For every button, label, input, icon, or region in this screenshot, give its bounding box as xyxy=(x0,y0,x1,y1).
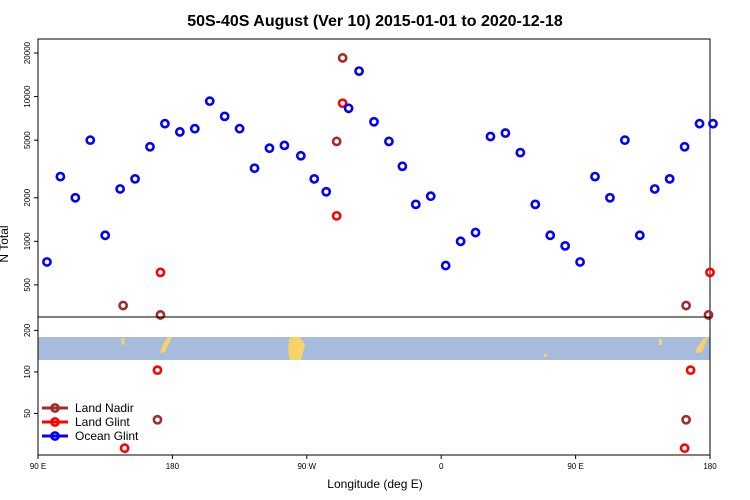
land-glint-point xyxy=(337,98,348,109)
ocean-glint-point xyxy=(309,173,320,184)
ocean-glint-point xyxy=(545,230,556,241)
x-axis-label: Longitude (deg E) xyxy=(327,477,422,491)
ocean-glint-point xyxy=(369,116,379,127)
y-tick-label: 100 xyxy=(23,365,32,379)
ocean-glint-point xyxy=(664,173,675,184)
ocean-glint-point xyxy=(619,135,630,146)
chart-title: 50S-40S August (Ver 10) 2015-01-01 to 20… xyxy=(187,13,563,30)
land-nadir-point xyxy=(152,414,163,425)
ocean-glint-point xyxy=(219,111,230,122)
ocean-glint-point xyxy=(321,186,332,197)
ocean-glint-point xyxy=(234,123,245,134)
landmass xyxy=(160,337,172,353)
land-nadir-point xyxy=(155,310,166,320)
ocean-glint-point xyxy=(85,135,96,146)
y-axis-label: N Total xyxy=(0,225,11,262)
land-glint-point xyxy=(685,365,696,376)
land-glint-legend-label: Land Glint xyxy=(75,415,130,429)
ocean-glint-point xyxy=(708,118,718,129)
ocean-glint-point xyxy=(530,199,541,210)
ocean-glint-point xyxy=(174,127,185,137)
land-glint-legend-marker xyxy=(50,417,60,427)
land-glint-point xyxy=(119,443,130,454)
ocean-glint-point xyxy=(130,173,140,184)
ocean-glint-point xyxy=(397,161,408,172)
ocean-glint-legend-label: Ocean Glint xyxy=(75,429,139,443)
x-tick-label: 90 W xyxy=(297,462,316,471)
y-tick-label: 20000 xyxy=(23,41,32,64)
ocean-glint-point xyxy=(189,123,200,134)
bottom-panel: 50 100 200 xyxy=(23,316,711,456)
ocean-glint-point xyxy=(279,140,290,151)
ocean-glint-point xyxy=(354,66,364,77)
ocean-glint-point xyxy=(70,192,81,203)
land-glint-point xyxy=(155,267,166,278)
x-tick-label: 90 E xyxy=(567,462,583,471)
y-tick-label: 500 xyxy=(23,278,32,292)
ocean-glint-point xyxy=(384,136,394,147)
y-tick-label: 1000 xyxy=(23,232,32,250)
y-tick-label: 50 xyxy=(23,408,32,417)
top-panel: 500 1000 2000 5000 10000 20000 xyxy=(23,38,718,320)
x-tick-label: 90 E xyxy=(30,462,46,471)
x-tick-label: 180 xyxy=(166,462,180,471)
landmass xyxy=(121,338,125,345)
landmass xyxy=(659,339,662,345)
land-glint-point xyxy=(679,443,690,454)
ocean-glint-point xyxy=(425,191,436,202)
x-tick-label: 180 xyxy=(703,462,717,471)
ocean-glint-point xyxy=(679,141,690,152)
y-tick-label: 5000 xyxy=(23,131,32,149)
ocean-glint-point xyxy=(160,118,170,129)
ocean-glint-point xyxy=(264,143,275,154)
ocean-glint-point xyxy=(249,163,260,174)
ocean-glint-point xyxy=(560,240,571,251)
land-nadir-point xyxy=(337,53,348,63)
ocean-glint-point xyxy=(410,199,421,210)
land-nadir-point xyxy=(118,300,129,311)
ocean-glint-point xyxy=(634,230,645,241)
ocean-glint-point xyxy=(605,192,615,203)
ocean-glint-point xyxy=(145,141,155,152)
ocean-glint-point xyxy=(55,171,66,182)
land-nadir-point xyxy=(331,136,342,147)
y-tick-label: 200 xyxy=(23,323,32,337)
ocean-glint-point xyxy=(470,227,481,238)
ocean-glint-point xyxy=(590,171,600,182)
ocean-glint-point xyxy=(575,257,585,267)
landmass xyxy=(288,337,305,360)
land-nadir-point xyxy=(703,310,714,320)
ocean-glint-point xyxy=(100,230,111,241)
ocean-glint-point xyxy=(649,184,660,194)
land-nadir-legend-marker xyxy=(50,403,60,413)
x-tick-label: 0 xyxy=(439,462,444,471)
landmass xyxy=(544,354,547,357)
land-nadir-legend-label: Land Nadir xyxy=(75,401,134,415)
y-tick-label: 2000 xyxy=(23,188,32,206)
ocean-glint-point xyxy=(694,118,705,129)
land-nadir-point xyxy=(681,300,692,311)
ocean-glint-point xyxy=(485,131,496,142)
ocean-glint-point xyxy=(204,96,215,107)
land-glint-point xyxy=(331,210,342,221)
landmass xyxy=(695,337,708,353)
ocean-glint-point xyxy=(295,150,306,161)
land-nadir-point xyxy=(681,414,692,425)
ocean-glint-point xyxy=(500,128,511,138)
ocean-glint-point xyxy=(42,257,52,267)
land-glint-point xyxy=(152,365,163,376)
ocean-glint-point xyxy=(515,147,526,158)
bottom-panel-frame xyxy=(37,316,711,456)
ocean-band xyxy=(38,337,710,360)
ocean-glint-point xyxy=(455,236,466,247)
ocean-glint-point xyxy=(343,103,354,114)
land-glint-point xyxy=(705,267,715,278)
ocean-glint-legend-marker xyxy=(50,431,60,441)
y-tick-label: 10000 xyxy=(23,85,32,108)
ocean-glint-point xyxy=(115,184,126,194)
ocean-glint-point xyxy=(440,260,451,271)
